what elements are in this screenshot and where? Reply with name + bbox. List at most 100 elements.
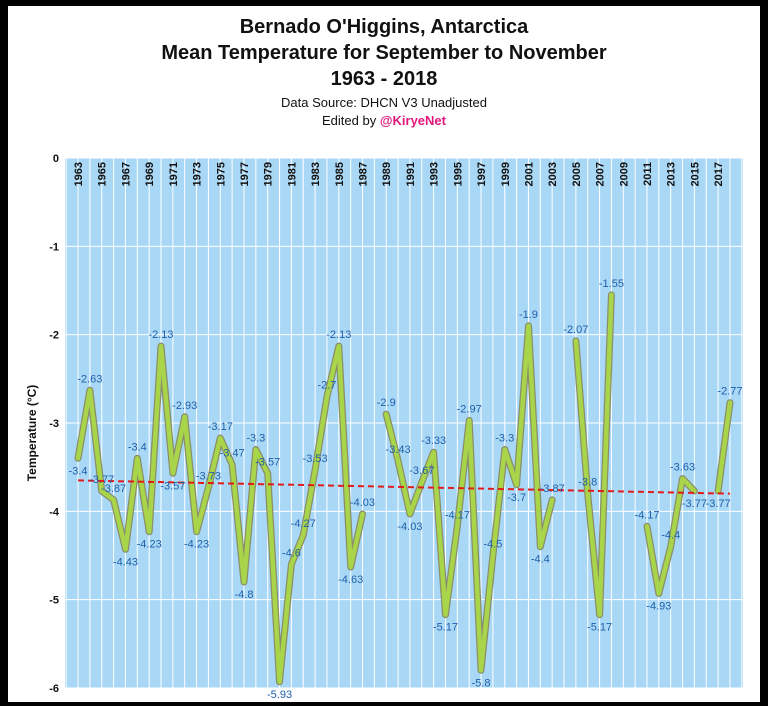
x-tick-label: 1977 [239, 162, 251, 186]
data-label: -5.8 [472, 677, 491, 689]
data-label: -4.03 [350, 497, 375, 509]
trend-line [78, 479, 730, 495]
data-label: -3.67 [409, 465, 434, 477]
x-tick-label: 1991 [405, 162, 417, 186]
series-line [74, 291, 734, 686]
x-tick-label: 1985 [334, 162, 346, 186]
data-label: -3.7 [507, 492, 526, 504]
data-label: -3.4 [69, 465, 88, 477]
series-segment [715, 400, 733, 494]
series-segment [573, 292, 614, 617]
grid-lines [65, 157, 743, 689]
data-label: -3.3 [495, 433, 514, 445]
data-label: -2.13 [326, 329, 351, 341]
y-tick-label: -4 [49, 506, 60, 518]
data-label: -4.4 [531, 554, 550, 566]
data-label: -4.27 [291, 518, 316, 530]
x-tick-label: 1975 [215, 162, 227, 186]
y-tick-label: -3 [49, 418, 59, 430]
x-tick-label: 1997 [476, 162, 488, 186]
x-tick-label: 1967 [120, 162, 132, 186]
x-tick-label: 2009 [618, 162, 630, 186]
data-label: -3.53 [303, 453, 328, 465]
data-label: -4.23 [184, 539, 209, 551]
edited-prefix: Edited by [322, 113, 380, 128]
data-label: -2.9 [377, 397, 396, 409]
y-tick-label: -6 [49, 683, 59, 695]
data-label: -2.63 [77, 373, 102, 385]
x-tick-label: 1969 [144, 162, 156, 186]
data-label: -2.7 [317, 380, 336, 392]
x-tick-label: 1979 [263, 162, 275, 186]
x-tick-label: 1965 [97, 162, 109, 186]
temperature-chart: 0-1-2-3-4-5-6 1963 1965 1967 1969 1971 1973 19… [25, 153, 743, 701]
y-tick-label: -5 [49, 595, 59, 607]
chart-title-line3: 1963 - 2018 [330, 68, 438, 90]
data-labels: -3.4-2.63-3.77-3.87-4.43-3.4-4.23-2.13-3… [69, 278, 743, 701]
data-label: -3.17 [208, 421, 233, 433]
y-axis-ticks: 0 -1 -2 -3 -4 -5 -6 [49, 153, 60, 695]
chart-card: Bernado O'Higgins, Antarctica Mean Tempe… [8, 6, 760, 702]
data-label: -3.77 [89, 474, 114, 486]
data-label: -5.17 [587, 622, 612, 634]
data-label: -4.5 [483, 539, 502, 551]
data-label: -3.4 [128, 441, 147, 453]
edited-by: Edited by @KiryeNet [8, 112, 760, 130]
x-tick-label: 1981 [286, 162, 298, 186]
x-tick-label: 1987 [358, 162, 370, 186]
y-tick-label: -2 [49, 330, 59, 342]
data-label: -1.55 [599, 278, 624, 290]
x-tick-label: 2013 [666, 162, 678, 186]
x-tick-label: 1995 [452, 162, 464, 186]
data-label: -4.93 [646, 600, 671, 612]
x-tick-label: 2015 [689, 162, 701, 186]
data-label: -2.97 [457, 403, 482, 415]
data-label: -4.6 [282, 547, 301, 559]
x-tick-label: 1971 [168, 162, 180, 186]
x-axis-ticks: 1963 1965 1967 1969 1971 1973 1975 1977 1979 1981… [73, 162, 725, 186]
x-tick-label: 2007 [595, 162, 607, 186]
data-label: -4.17 [445, 509, 470, 521]
data-label: -1.9 [519, 309, 538, 321]
data-label: -3.73 [196, 470, 221, 482]
data-label: -5.17 [433, 622, 458, 634]
data-label: -4.8 [234, 589, 253, 601]
data-label: -4.17 [634, 509, 659, 521]
x-tick-label: 1989 [381, 162, 393, 186]
data-label: -3.33 [421, 435, 446, 447]
data-label: -3.8 [578, 477, 597, 489]
x-tick-label: 2001 [523, 162, 535, 186]
data-label: -5.93 [267, 689, 292, 701]
x-tick-label: 2011 [642, 162, 654, 186]
data-label: -2.13 [148, 329, 173, 341]
data-label: -4.63 [338, 574, 363, 586]
x-tick-label: 1973 [192, 162, 204, 186]
y-axis-label: Temperature (°C) [25, 385, 39, 482]
edited-handle: @KiryeNet [379, 113, 446, 128]
x-tick-label: 2017 [713, 162, 725, 186]
data-label: -3.57 [160, 480, 185, 492]
title-block: Bernado O'Higgins, Antarctica Mean Tempe… [8, 14, 760, 130]
x-tick-label: 1999 [500, 162, 512, 186]
series-segment [75, 343, 365, 685]
chart-title-line1: Bernado O'Higgins, Antarctica [239, 16, 529, 38]
series-segment [644, 476, 697, 596]
data-label: -3.77 [706, 498, 731, 510]
data-label: -3.43 [386, 444, 411, 456]
x-tick-label: 1983 [310, 162, 322, 186]
data-label: -3.47 [220, 448, 245, 460]
data-label: -4.4 [661, 530, 680, 542]
series-segment [383, 323, 555, 673]
data-label: -2.93 [172, 400, 197, 412]
chart-title-line2: Mean Temperature for September to Novemb… [161, 42, 607, 64]
data-label: -3.77 [682, 498, 707, 510]
y-tick-label: -1 [49, 241, 59, 253]
data-label: -3.87 [540, 483, 565, 495]
x-tick-label: 2003 [547, 162, 559, 186]
data-label: -2.07 [563, 324, 588, 336]
data-label: -3.87 [101, 483, 126, 495]
data-label: -3.3 [246, 433, 265, 445]
data-source: Data Source: DHCN V3 Unadjusted [281, 95, 487, 110]
x-tick-label: 1963 [73, 162, 85, 186]
data-label: -2.77 [717, 386, 742, 398]
